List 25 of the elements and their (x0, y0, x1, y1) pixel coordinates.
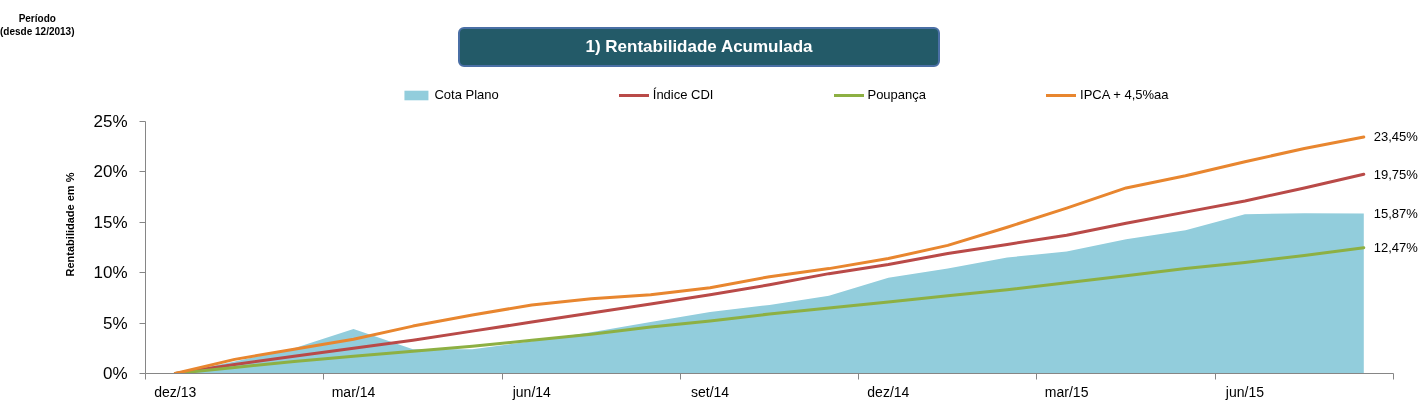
y-axis-title: Rentabilidade em % (64, 172, 77, 277)
legend-label: IPCA + 4,5%aa (1080, 87, 1169, 102)
x-tick-label: dez/14 (867, 383, 910, 400)
legend-label: Poupança (867, 87, 927, 102)
y-tick-label: 5% (102, 313, 128, 333)
data-label: 12,47% (1373, 240, 1419, 256)
x-tick-label: jun/15 (1224, 383, 1265, 400)
x-tick-label: mar/14 (331, 383, 376, 400)
y-tick-label: 0% (102, 364, 128, 383)
chart-title: 1) Rentabilidade Acumulada (458, 27, 940, 67)
data-label: 19,75% (1373, 166, 1419, 182)
line-series (173, 135, 1366, 374)
legend-label: Cota Plano (434, 87, 499, 102)
x-tick-label: jun/14 (511, 383, 552, 400)
y-tick-label: 20% (93, 162, 128, 182)
legend-label: Índice CDI (652, 87, 714, 102)
y-tick-label: 10% (93, 263, 128, 283)
data-label: 23,45% (1373, 129, 1419, 145)
y-tick-label: 25% (93, 111, 128, 131)
x-tick-label: set/14 (691, 383, 730, 400)
y-tick-label: 15% (93, 212, 128, 232)
x-tick-label: mar/15 (1044, 383, 1089, 400)
data-label: 15,87% (1373, 205, 1419, 221)
text: Período (desde 12/2013) (0, 12, 75, 38)
x-tick-label: dez/13 (154, 383, 197, 400)
